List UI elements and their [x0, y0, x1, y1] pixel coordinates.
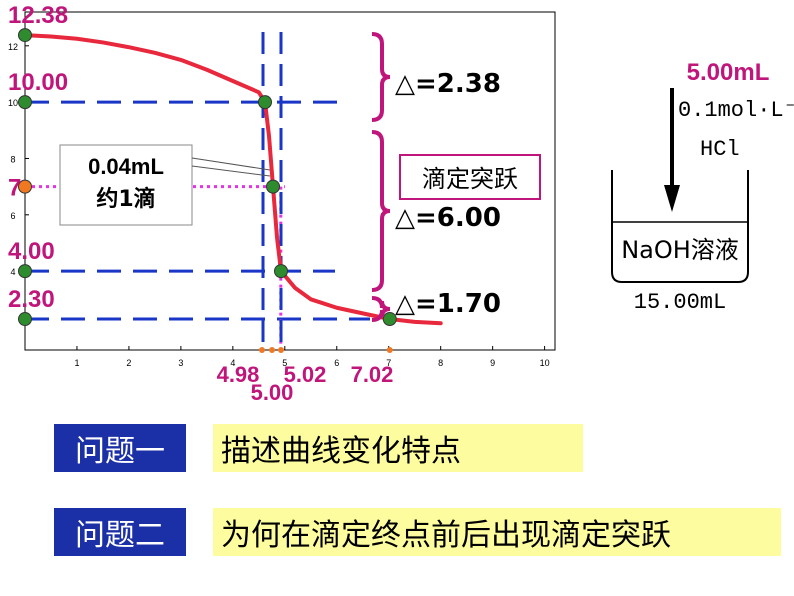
y-axis-ticks: 4 6 8 10 12	[8, 42, 29, 277]
delta-label: △=1.70	[395, 289, 501, 319]
x-mark-label: 7.02	[351, 362, 394, 387]
x-tick-label: 3	[178, 358, 183, 368]
y-tick-label: 6	[10, 211, 15, 221]
y-value-label: 4.00	[8, 238, 55, 265]
y-value-label: 10.00	[8, 69, 68, 96]
data-points: 12.38 10.00 7 4.00 2.30	[8, 2, 397, 327]
question-one-text: 描述曲线变化特点	[213, 424, 583, 472]
x-mark-point	[259, 347, 265, 353]
y-tick-label: 10	[8, 98, 18, 108]
x-mark-label: 5.02	[284, 362, 327, 387]
drop-count-text: 约1滴	[96, 186, 155, 212]
drop-annotation-box	[59, 144, 193, 226]
titrant-concentration: 0.1mol·L⁻¹	[678, 98, 794, 123]
x-tick-label: 7	[386, 358, 391, 368]
jump-label-text: 滴定突跃	[422, 165, 518, 193]
y-tick-label: 8	[10, 154, 15, 164]
x-tick-label: 2	[126, 358, 131, 368]
delta-brace	[371, 130, 391, 292]
x-tick-label: 1	[74, 358, 79, 368]
drop-volume-text: 0.04mL	[88, 154, 164, 179]
solution-name: NaOH溶液	[621, 236, 739, 264]
question-two-text: 为何在滴定终点前后出现滴定突跃	[213, 508, 781, 556]
x-mark-label: 5.00	[251, 380, 294, 405]
data-point	[18, 312, 32, 327]
drop-annotation-pointer	[191, 157, 271, 171]
x-tick-label: 6	[334, 358, 339, 368]
y-value-label: 7	[8, 175, 21, 202]
question-two-label: 问题二	[54, 508, 186, 556]
drop-annotation-pointer	[191, 165, 271, 177]
jump-label: 滴定突跃	[399, 154, 541, 200]
beaker-icon	[611, 170, 749, 283]
x-tick-label: 8	[438, 358, 443, 368]
x-tick-label: 9	[490, 358, 495, 368]
x-mark-point	[278, 347, 284, 353]
data-point	[18, 95, 32, 110]
y-value-label: 12.38	[8, 2, 68, 29]
x-mark-point	[269, 347, 275, 353]
x-marks: 4.985.005.02 7.02	[217, 347, 394, 405]
titration-apparatus: 5.00mL 0.1mol·L⁻¹ HCl NaOH溶液 15.00mL	[611, 59, 794, 315]
data-point	[18, 28, 32, 43]
delta-label: △=6.00	[395, 203, 501, 233]
delta-brace	[371, 32, 391, 122]
titrant-reagent: HCl	[700, 137, 740, 162]
y-tick-label: 4	[10, 267, 15, 277]
drop-annotation: 0.04mL 约1滴	[59, 144, 271, 226]
y-tick-label: 12	[8, 42, 18, 52]
titration-curve	[23, 33, 443, 326]
x-tick-label: 10	[540, 358, 550, 368]
data-point	[18, 264, 32, 279]
jump-label-box	[399, 154, 541, 200]
question-one-label: 问题一	[54, 424, 186, 472]
solution-volume: 15.00mL	[634, 290, 726, 315]
x-mark-label: 4.98	[217, 362, 260, 387]
x-axis-ticks: 1 2 3 4 5 6 7 8 9 10	[74, 346, 550, 368]
x-tick-label: 4	[230, 358, 235, 368]
y-value-label: 2.30	[8, 286, 55, 313]
data-point	[258, 95, 272, 110]
data-point	[18, 179, 32, 194]
drip-arrow-icon	[664, 185, 680, 212]
data-point	[382, 312, 397, 327]
x-mark-point	[386, 347, 393, 353]
data-point	[274, 264, 288, 279]
x-tick-label: 5	[282, 358, 287, 368]
titrant-volume: 5.00mL	[687, 59, 770, 86]
delta-label: △=2.38	[395, 69, 501, 99]
delta-annotations: △=2.38 △=6.00 △=1.70	[371, 32, 501, 322]
data-point	[266, 179, 280, 194]
delta-brace	[371, 296, 391, 322]
